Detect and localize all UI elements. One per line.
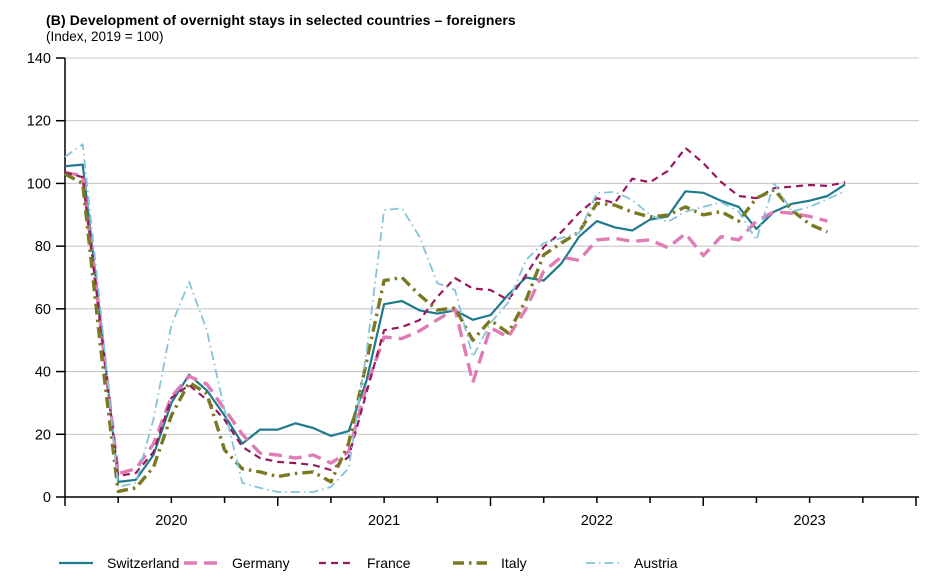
y-tick-label-60: 60 [35, 302, 51, 318]
series-line-france [64, 146, 846, 478]
chart-legend: Switzerland Germany France Italy Austria [0, 551, 930, 577]
chart-subtitle: (Index, 2019 = 100) [46, 29, 164, 44]
legend-item-italy: Italy [452, 551, 527, 575]
series-line-germany [64, 170, 828, 476]
chart-title: (B) Development of overnight stays in se… [46, 12, 516, 28]
x-axis-label-2023: 2023 [793, 513, 825, 529]
legend-line-sample-italy [453, 561, 487, 565]
legend-item-label: Austria [634, 555, 678, 571]
legend-item-switzerland: Switzerland [58, 551, 179, 575]
legend-item-germany: Germany [183, 551, 290, 575]
legend-line-sample-austria [586, 562, 620, 564]
legend-line-sample-switzerland [59, 561, 93, 565]
legend-line-sample-france [319, 561, 353, 565]
x-axis-label-2020: 2020 [155, 513, 187, 529]
series-line-italy [64, 172, 829, 494]
legend-item-label: Italy [501, 555, 527, 571]
y-tick-label-40: 40 [35, 365, 51, 381]
y-tick-label-20: 20 [35, 427, 51, 443]
y-tick-label-0: 0 [43, 490, 51, 506]
legend-line-sample-germany [184, 561, 218, 565]
legend-item-label: Germany [232, 555, 290, 571]
x-axis-label-2021: 2021 [368, 513, 400, 529]
legend-item-label: Switzerland [107, 555, 180, 571]
line-chart-canvas: 0 20 40 60 80 100 120 140 2020 2021 2022 2023 [27, 51, 919, 529]
y-tick-label-100: 100 [27, 176, 51, 192]
series-line-austria [64, 143, 846, 493]
legend-item-label: France [367, 555, 411, 571]
y-tick-label-140: 140 [27, 51, 51, 67]
y-tick-label-120: 120 [27, 114, 51, 130]
legend-item-austria: Austria [585, 551, 678, 575]
x-axis-label-2022: 2022 [581, 513, 613, 529]
y-tick-label-80: 80 [35, 239, 51, 255]
legend-item-france: France [318, 551, 411, 575]
